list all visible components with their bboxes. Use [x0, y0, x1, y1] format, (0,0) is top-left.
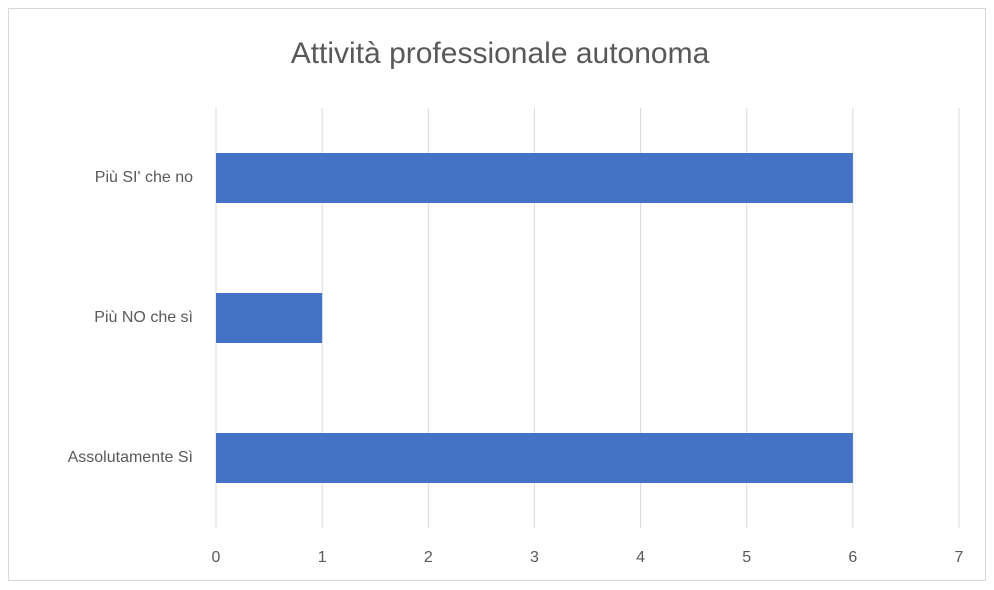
x-tick-label: 0 — [212, 549, 221, 566]
x-tick-label: 6 — [848, 549, 857, 566]
bar — [216, 293, 323, 343]
x-tick-label: 4 — [636, 549, 645, 566]
chart-border — [8, 8, 986, 581]
y-tick-label: Più NO che sì — [94, 309, 193, 326]
x-tick-label: 7 — [955, 549, 964, 566]
chart-title: Attività professionale autonoma — [291, 37, 710, 70]
x-tick-label: 2 — [424, 549, 433, 566]
x-tick-label: 5 — [742, 549, 751, 566]
x-tick-label: 3 — [530, 549, 539, 566]
y-tick-label: Più SI' che no — [95, 169, 193, 186]
bar — [216, 153, 853, 203]
y-tick-label: Assolutamente Sì — [68, 449, 193, 466]
bar — [216, 433, 853, 483]
x-tick-label: 1 — [318, 549, 327, 566]
